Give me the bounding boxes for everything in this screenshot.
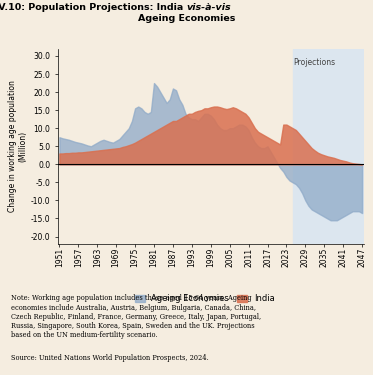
Text: vis-à-vis: vis-à-vis bbox=[186, 3, 231, 12]
Text: Note: Working age population includes those aged 15-64 years. Ageing
economies i: Note: Working age population includes th… bbox=[11, 294, 261, 339]
Text: Projections: Projections bbox=[294, 58, 336, 67]
Text: Ageing Economies: Ageing Economies bbox=[138, 14, 235, 23]
Legend: Ageing Economies, India: Ageing Economies, India bbox=[131, 291, 278, 306]
Y-axis label: Change in working age population
(Million): Change in working age population (Millio… bbox=[8, 80, 28, 212]
Text: Source: United Nations World Population Prospects, 2024.: Source: United Nations World Population … bbox=[11, 354, 209, 362]
Text: Chart IV.10: Population Projections: India: Chart IV.10: Population Projections: Ind… bbox=[0, 3, 186, 12]
Bar bbox=[293, 49, 364, 244]
